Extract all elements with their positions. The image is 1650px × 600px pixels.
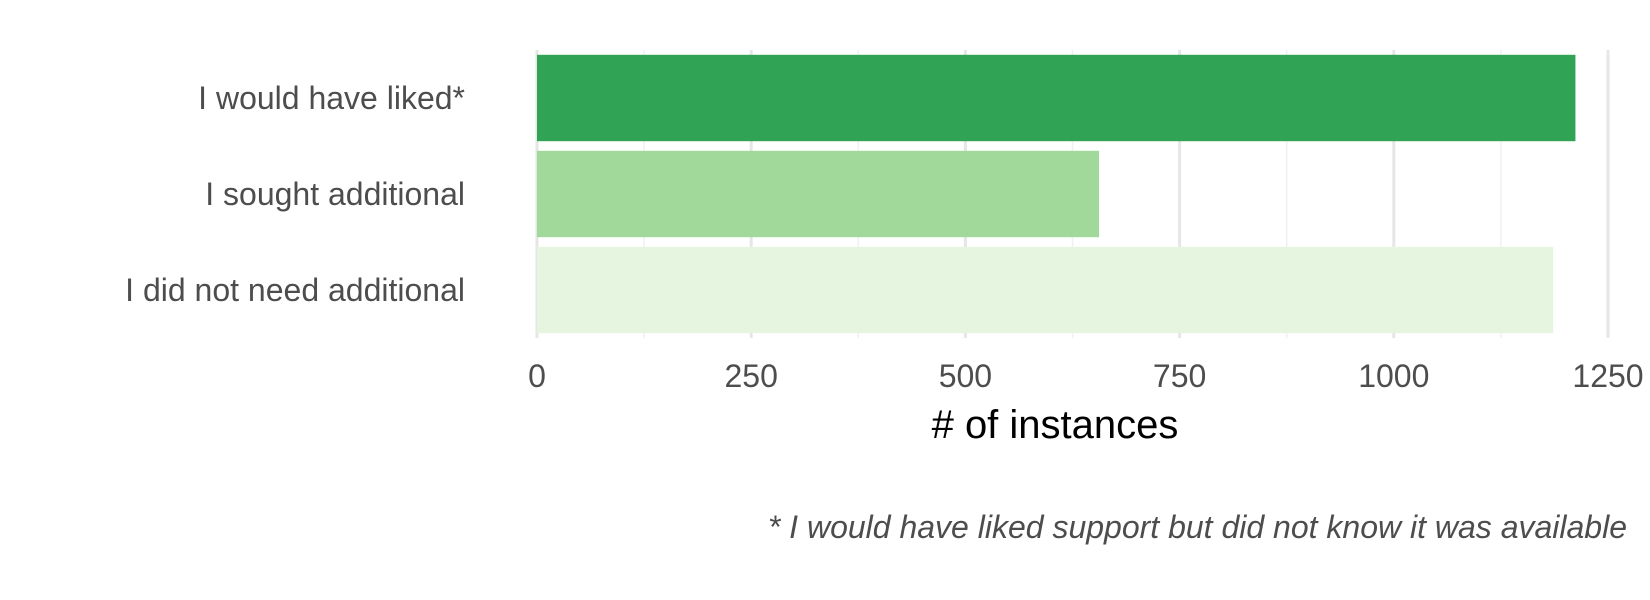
bar [537,150,1100,238]
category-labels: I would have liked* I sought additional I … [125,80,465,308]
bars [537,54,1576,334]
x-tick-labels: 0 250 500 750 1000 1250 [528,358,1643,394]
footnote: * I would have liked support but did not… [768,509,1627,545]
category-label: I did not need additional [125,272,465,308]
x-tick-label: 750 [1153,358,1206,394]
bar [537,54,1576,142]
x-tick-label: 1250 [1572,358,1643,394]
category-label: I would have liked* [198,80,465,116]
x-tick-label: 500 [939,358,992,394]
category-label: I sought additional [205,176,465,212]
x-axis-title: # of instances [932,403,1179,447]
x-tick-label: 250 [725,358,778,394]
bar [537,246,1554,334]
x-tick-label: 0 [528,358,546,394]
x-tick-label: 1000 [1358,358,1429,394]
